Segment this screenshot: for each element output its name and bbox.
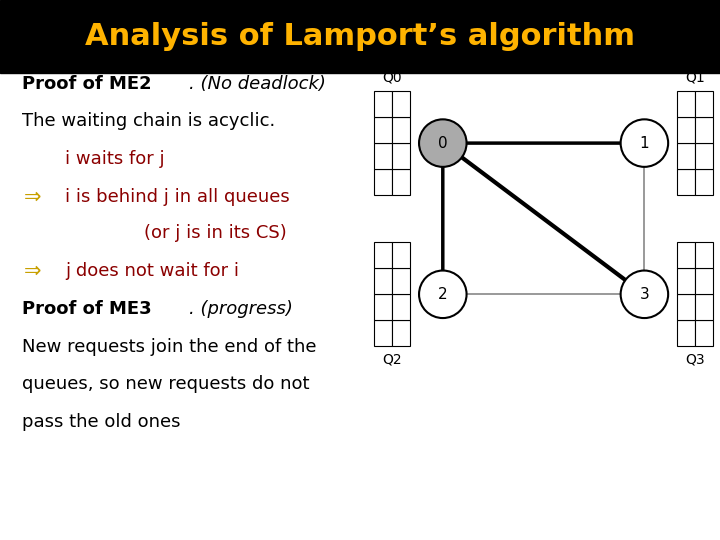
Bar	[695, 320, 713, 346]
Text: i waits for j: i waits for j	[65, 150, 164, 168]
Text: The waiting chain is acyclic.: The waiting chain is acyclic.	[22, 112, 275, 131]
Bar	[392, 242, 410, 268]
Bar	[374, 242, 392, 268]
Bar	[392, 294, 410, 320]
Bar	[695, 169, 713, 195]
Text: 0: 0	[438, 136, 448, 151]
Bar	[695, 242, 713, 268]
Text: ⇒: ⇒	[24, 261, 41, 281]
Text: Q0: Q0	[382, 71, 402, 85]
Bar	[374, 91, 392, 117]
Text: Q2: Q2	[382, 353, 402, 367]
Text: . (No deadlock): . (No deadlock)	[189, 75, 325, 93]
Bar	[392, 320, 410, 346]
Bar	[695, 117, 713, 143]
Bar	[677, 268, 695, 294]
Bar	[374, 143, 392, 169]
Ellipse shape	[621, 119, 668, 167]
Text: Analysis of Lamport’s algorithm: Analysis of Lamport’s algorithm	[85, 22, 635, 51]
Bar	[0, 0, 720, 73]
Bar	[392, 91, 410, 117]
Bar	[677, 91, 695, 117]
Text: ⇒: ⇒	[24, 187, 41, 207]
Text: . (progress): . (progress)	[189, 300, 293, 318]
Bar	[695, 143, 713, 169]
Text: pass the old ones: pass the old ones	[22, 413, 180, 431]
Bar	[374, 117, 392, 143]
Ellipse shape	[419, 119, 467, 167]
Bar	[695, 294, 713, 320]
Text: Q1: Q1	[685, 71, 705, 85]
Bar	[677, 320, 695, 346]
Text: Proof of ME3: Proof of ME3	[22, 300, 151, 318]
Bar	[695, 268, 713, 294]
Bar	[677, 294, 695, 320]
Text: 2: 2	[438, 287, 448, 302]
Text: Proof of ME2: Proof of ME2	[22, 75, 151, 93]
Bar	[695, 91, 713, 117]
Bar	[677, 143, 695, 169]
Bar	[392, 117, 410, 143]
Bar	[677, 169, 695, 195]
Bar	[392, 143, 410, 169]
Bar	[374, 320, 392, 346]
Bar	[392, 268, 410, 294]
Bar	[374, 294, 392, 320]
Text: queues, so new requests do not: queues, so new requests do not	[22, 375, 309, 394]
Bar	[392, 169, 410, 195]
Text: (or j is in its CS): (or j is in its CS)	[144, 224, 287, 242]
Text: i is behind j in all queues: i is behind j in all queues	[65, 188, 289, 206]
Text: j does not wait for i: j does not wait for i	[65, 262, 239, 280]
Bar	[677, 117, 695, 143]
Text: 1: 1	[639, 136, 649, 151]
Text: Q3: Q3	[685, 353, 705, 367]
Bar	[374, 268, 392, 294]
Bar	[677, 242, 695, 268]
Text: New requests join the end of the: New requests join the end of the	[22, 338, 316, 356]
Ellipse shape	[621, 271, 668, 318]
Ellipse shape	[419, 271, 467, 318]
Bar	[374, 169, 392, 195]
Text: 3: 3	[639, 287, 649, 302]
